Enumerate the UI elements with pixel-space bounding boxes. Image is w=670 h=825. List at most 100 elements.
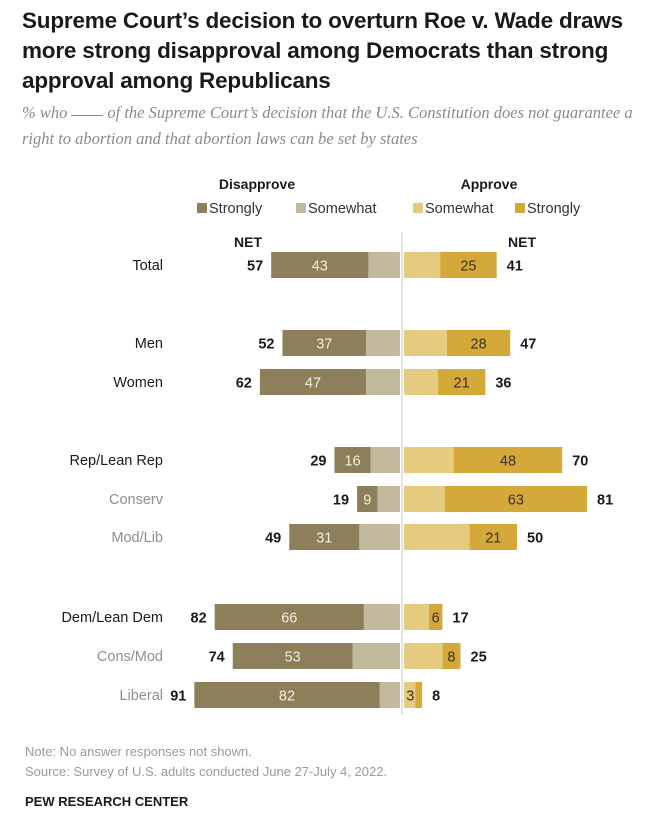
net-approve-value: 70 bbox=[572, 454, 588, 470]
category-label: Liberal bbox=[119, 688, 163, 704]
net-disapprove-value: 82 bbox=[191, 611, 207, 627]
bar-disapprove-strongly bbox=[282, 330, 367, 356]
bar-approve-strongly bbox=[446, 330, 511, 356]
net-approve-value: 17 bbox=[452, 611, 468, 627]
subtitle-start: % who bbox=[22, 103, 68, 122]
category-label: Mod/Lib bbox=[111, 530, 163, 546]
data-label-approve-strongly: 48 bbox=[500, 454, 516, 470]
net-disapprove-value: 49 bbox=[265, 531, 281, 547]
bar-approve-strongly bbox=[444, 486, 588, 512]
subtitle-end: of the Supreme Court’s decision that the… bbox=[22, 103, 633, 148]
net-header-approve: NET bbox=[508, 234, 536, 250]
bar-disapprove-strongly bbox=[334, 447, 371, 473]
category-label: Rep/Lean Rep bbox=[69, 453, 163, 469]
bar-disapprove-strongly bbox=[259, 369, 367, 395]
bar-approve-somewhat bbox=[404, 604, 429, 630]
net-disapprove-value: 29 bbox=[310, 454, 326, 470]
bar-approve-somewhat bbox=[404, 486, 445, 512]
bar-disapprove-somewhat bbox=[366, 369, 400, 395]
chart-title: Supreme Court’s decision to overturn Roe… bbox=[22, 8, 623, 93]
bar-approve-strongly bbox=[469, 524, 517, 550]
bar-disapprove-somewhat bbox=[352, 643, 400, 669]
net-approve-value: 25 bbox=[471, 650, 487, 666]
bar-disapprove-strongly bbox=[194, 682, 380, 708]
data-label-disapprove-strongly: 53 bbox=[285, 650, 301, 666]
bar-approve-somewhat bbox=[404, 643, 443, 669]
bar-approve-strongly bbox=[440, 252, 497, 278]
bar-approve-somewhat bbox=[404, 252, 441, 278]
group-label-disapprove: Disapprove bbox=[219, 176, 295, 192]
bar-approve-somewhat bbox=[404, 447, 454, 473]
net-approve-value: 81 bbox=[597, 493, 613, 509]
net-disapprove-value: 57 bbox=[247, 259, 263, 275]
legend-label-approve-somewhat: Somewhat bbox=[425, 201, 494, 217]
bar-disapprove-somewhat bbox=[377, 486, 400, 512]
data-label-approve-strongly: 21 bbox=[485, 531, 501, 547]
data-label-approve-strongly: 6 bbox=[432, 611, 440, 627]
bar-disapprove-strongly bbox=[232, 643, 353, 669]
group-label-approve: Approve bbox=[461, 176, 518, 192]
data-label-disapprove-strongly: 82 bbox=[279, 689, 295, 705]
data-label-disapprove-strongly: 43 bbox=[312, 259, 328, 275]
legend-label-approve-strongly: Strongly bbox=[527, 201, 581, 217]
net-disapprove-value: 91 bbox=[170, 689, 186, 705]
bar-disapprove-somewhat bbox=[363, 604, 400, 630]
bar-approve-somewhat bbox=[404, 330, 447, 356]
bar-disapprove-somewhat bbox=[359, 524, 400, 550]
bar-disapprove-somewhat bbox=[366, 330, 400, 356]
subtitle-blank bbox=[71, 115, 104, 116]
bar-disapprove-strongly bbox=[289, 524, 360, 550]
chart-subtitle: % who of the Supreme Court’s decision tha… bbox=[22, 100, 662, 152]
bar-approve-somewhat bbox=[404, 682, 416, 708]
bar-disapprove-somewhat bbox=[379, 682, 400, 708]
data-label-disapprove-strongly: 31 bbox=[316, 531, 332, 547]
chart-note: Note: No answer responses not shown. bbox=[25, 744, 252, 759]
category-label: Dem/Lean Dem bbox=[61, 610, 163, 626]
data-label-disapprove-strongly: 16 bbox=[344, 454, 360, 470]
category-label: Cons/Mod bbox=[97, 649, 163, 665]
bar-disapprove-strongly bbox=[214, 604, 364, 630]
category-label: Men bbox=[135, 336, 163, 352]
data-label-approve-strongly: 3 bbox=[406, 689, 414, 705]
legend-swatch-approve-somewhat bbox=[413, 203, 423, 213]
bar-disapprove-strongly bbox=[357, 486, 378, 512]
chart-source: Source: Survey of U.S. adults conducted … bbox=[25, 764, 388, 779]
net-disapprove-value: 62 bbox=[236, 376, 252, 392]
net-disapprove-value: 52 bbox=[258, 337, 274, 353]
net-approve-value: 47 bbox=[520, 337, 536, 353]
pew-logo-text: PEW RESEARCH CENTER bbox=[25, 794, 189, 809]
legend-swatch-disapprove-somewhat bbox=[296, 203, 306, 213]
bar-disapprove-somewhat bbox=[370, 447, 400, 473]
data-label-disapprove-strongly: 66 bbox=[281, 611, 297, 627]
net-header-disapprove: NET bbox=[234, 234, 262, 250]
category-label: Total bbox=[132, 258, 163, 274]
net-disapprove-value: 74 bbox=[209, 650, 225, 666]
data-label-approve-strongly: 25 bbox=[460, 259, 476, 275]
net-approve-value: 36 bbox=[495, 376, 511, 392]
bar-disapprove-strongly bbox=[271, 252, 369, 278]
bar-approve-strongly bbox=[437, 369, 486, 395]
net-disapprove-value: 19 bbox=[333, 493, 349, 509]
net-approve-value: 41 bbox=[507, 259, 523, 275]
bar-approve-strongly bbox=[442, 643, 461, 669]
bar-approve-strongly bbox=[415, 682, 423, 708]
category-label: Conserv bbox=[109, 492, 164, 508]
data-label-approve-strongly: 8 bbox=[447, 650, 455, 666]
data-label-disapprove-strongly: 37 bbox=[316, 337, 332, 353]
legend-swatch-disapprove-strongly bbox=[197, 203, 207, 213]
data-label-disapprove-strongly: 47 bbox=[305, 376, 321, 392]
category-label: Women bbox=[113, 375, 163, 391]
bar-approve-strongly bbox=[453, 447, 563, 473]
data-label-disapprove-strongly: 9 bbox=[363, 493, 371, 509]
legend-label-disapprove-strongly: Strongly bbox=[209, 201, 263, 217]
legend-swatch-approve-strongly bbox=[515, 203, 525, 213]
data-label-approve-strongly: 21 bbox=[454, 376, 470, 392]
net-approve-value: 8 bbox=[432, 689, 440, 705]
data-label-approve-strongly: 63 bbox=[508, 493, 524, 509]
legend-label-disapprove-somewhat: Somewhat bbox=[308, 201, 377, 217]
bar-approve-somewhat bbox=[404, 524, 470, 550]
net-approve-value: 50 bbox=[527, 531, 543, 547]
bar-disapprove-somewhat bbox=[368, 252, 400, 278]
bar-approve-strongly bbox=[428, 604, 443, 630]
